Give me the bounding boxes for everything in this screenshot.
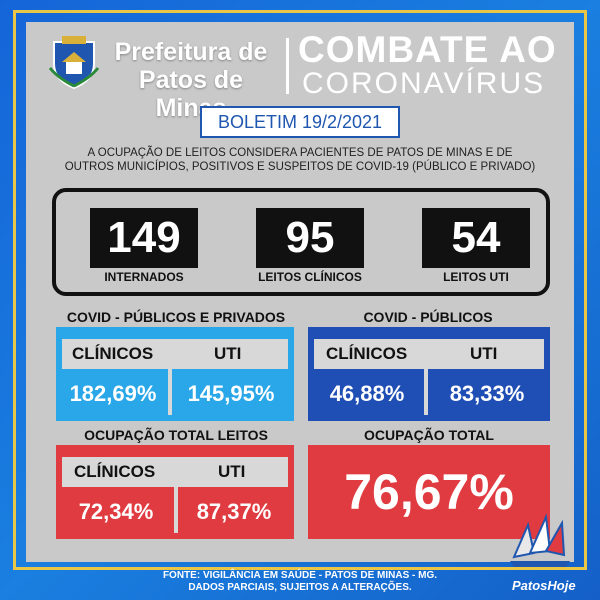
patoshoje-logo-icon [510,513,570,567]
box-divider [168,369,172,415]
covid-publicos-privados-uti-value: 145,95% [187,381,275,406]
covid-publicos-header: CLÍNICOS UTI [314,339,544,369]
combate-title: COMBATE AO [298,29,557,70]
boletim-badge: BOLETIM 19/2/2021 [200,106,400,138]
stat-leitos-uti-value: 54 [422,208,530,268]
city-seal-icon [48,36,100,90]
box-divider [174,487,178,533]
uti-label: UTI [470,344,498,363]
description: A OCUPAÇÃO DE LEITOS CONSIDERA PACIENTES… [40,146,560,174]
clinicos-label: CLÍNICOS [326,344,408,363]
stat-leitos-uti-label: LEITOS UTI [443,270,509,284]
covid-publicos-clinicos-value: 46,88% [329,381,405,406]
stat-leitos-clinicos-label: LEITOS CLÍNICOS [258,270,362,284]
ocupacao-total-box [308,445,550,539]
ocupacao-total-value: 76,67% [344,464,514,520]
ocupacao-total-leitos-uti-value: 87,37% [196,499,272,524]
coronavirus-title: CORONAVÍRUS [302,67,546,100]
header-divider [286,38,289,94]
footer-line1: FONTE: VIGILÂNCIA EM SAÚDE - PATOS DE MI… [162,570,438,581]
clinicos-label: CLÍNICOS [74,462,156,481]
stat-internados-value: 149 [90,208,198,268]
covid-publicos-title: COVID - PÚBLICOS [363,309,493,325]
ocupacao-total-title: OCUPAÇÃO TOTAL [364,427,494,443]
description-line2: OUTROS MUNICÍPIOS, POSITIVOS E SUSPEITOS… [64,161,536,173]
footer-line2: DADOS PARCIAIS, SUJEITOS A ALTERAÇÕES. [188,582,412,593]
covid-publicos-uti-value: 83,33% [449,381,525,406]
description-line1: A OCUPAÇÃO DE LEITOS CONSIDERA PACIENTES… [87,147,513,159]
prefeitura-line1: Prefeitura de [114,38,268,66]
ocupacao-total-leitos-title: OCUPAÇÃO TOTAL LEITOS [84,427,268,443]
footer: FONTE: VIGILÂNCIA EM SAÚDE - PATOS DE MI… [120,570,480,594]
uti-label: UTI [214,344,242,363]
gold-frame [13,10,587,570]
stat-internados-label: INTERNADOS [104,270,184,284]
ocupacao-total-leitos-header: CLÍNICOS UTI [62,457,288,487]
covid-publicos-privados-title: COVID - PÚBLICOS E PRIVADOS [66,309,286,325]
watermark-text: PatosHoje [512,578,576,593]
clinicos-label: CLÍNICOS [72,344,154,363]
stat-leitos-clinicos-value: 95 [256,208,364,268]
covid-publicos-privados-clinicos-value: 182,69% [69,381,157,406]
box-divider [424,369,428,415]
ocupacao-total-leitos-clinicos-value: 72,34% [78,499,154,524]
covid-publicos-privados-header: CLÍNICOS UTI [62,339,288,369]
uti-label: UTI [218,462,246,481]
